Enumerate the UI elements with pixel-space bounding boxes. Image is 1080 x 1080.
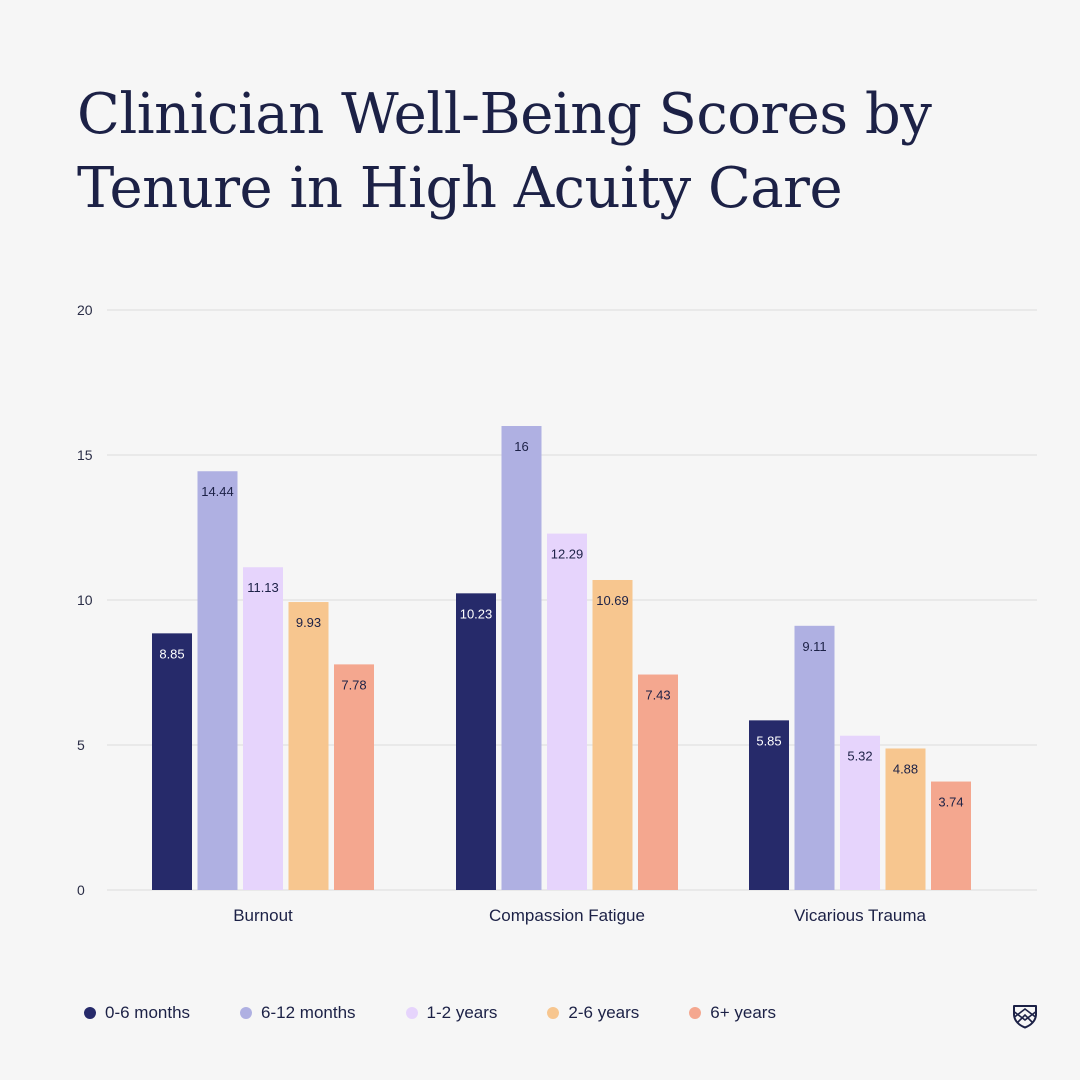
bar-value-label: 10.23 <box>460 606 493 621</box>
y-tick-label: 20 <box>77 302 93 318</box>
bar <box>152 633 192 890</box>
bar-value-label: 12.29 <box>551 547 584 562</box>
bar-value-label: 16 <box>514 439 528 454</box>
y-tick-label: 0 <box>77 882 85 898</box>
legend-label: 0-6 months <box>105 1003 191 1022</box>
bar <box>840 735 880 890</box>
legend-label: 1-2 years <box>426 1003 498 1022</box>
bar <box>931 781 971 890</box>
bar-value-label: 9.93 <box>296 615 321 630</box>
bar-value-label: 7.78 <box>341 677 366 692</box>
bar-value-label: 5.85 <box>756 733 781 748</box>
bar <box>243 567 283 890</box>
bar-value-label: 10.69 <box>596 593 629 608</box>
legend-item: 6+ years <box>689 1003 776 1023</box>
bar-value-label: 5.32 <box>847 749 872 764</box>
bar <box>794 625 835 890</box>
bar <box>638 674 678 890</box>
legend-item: 6-12 months <box>240 1003 356 1023</box>
legend-swatch <box>240 1007 253 1019</box>
y-tick-label: 5 <box>77 737 85 753</box>
legend-label: 2-6 years <box>568 1003 640 1022</box>
bar-value-label: 9.11 <box>802 639 826 654</box>
legend-swatch <box>547 1007 560 1019</box>
legend-swatch <box>405 1007 418 1019</box>
legend-label: 6+ years <box>710 1003 776 1022</box>
chart-title: Clinician Well-Being Scores by Tenure in… <box>77 82 932 221</box>
bar <box>456 593 496 890</box>
bar <box>592 579 633 890</box>
legend-item: 2-6 years <box>547 1003 639 1023</box>
bar <box>197 471 238 890</box>
x-category-label: Compassion Fatigue <box>489 906 645 925</box>
legend-swatch <box>84 1007 96 1019</box>
x-category-label: Vicarious Trauma <box>794 906 927 925</box>
bar <box>288 602 329 890</box>
legend-label: 6-12 months <box>261 1003 356 1022</box>
chart-legend: 0-6 months 6-12 months 1-2 years 2-6 years 6… <box>84 1003 826 1023</box>
bar-value-label: 7.43 <box>645 688 670 703</box>
bar <box>501 426 542 890</box>
bar <box>334 664 374 890</box>
bar-value-label: 11.13 <box>247 580 279 595</box>
legend-item: 1-2 years <box>405 1003 498 1023</box>
bar-value-label: 3.74 <box>938 795 963 810</box>
y-tick-label: 15 <box>77 447 93 463</box>
bar-value-label: 8.85 <box>159 646 184 661</box>
x-category-label: Burnout <box>233 906 293 925</box>
y-tick-label: 10 <box>77 592 93 608</box>
legend-item: 0-6 months <box>84 1003 190 1023</box>
bar-value-label: 4.88 <box>893 761 918 776</box>
legend-swatch <box>689 1007 702 1019</box>
shield-icon <box>1013 1005 1037 1029</box>
bar-value-label: 14.44 <box>201 484 234 499</box>
bar <box>885 748 926 890</box>
bar <box>749 720 789 890</box>
bar <box>547 533 587 890</box>
